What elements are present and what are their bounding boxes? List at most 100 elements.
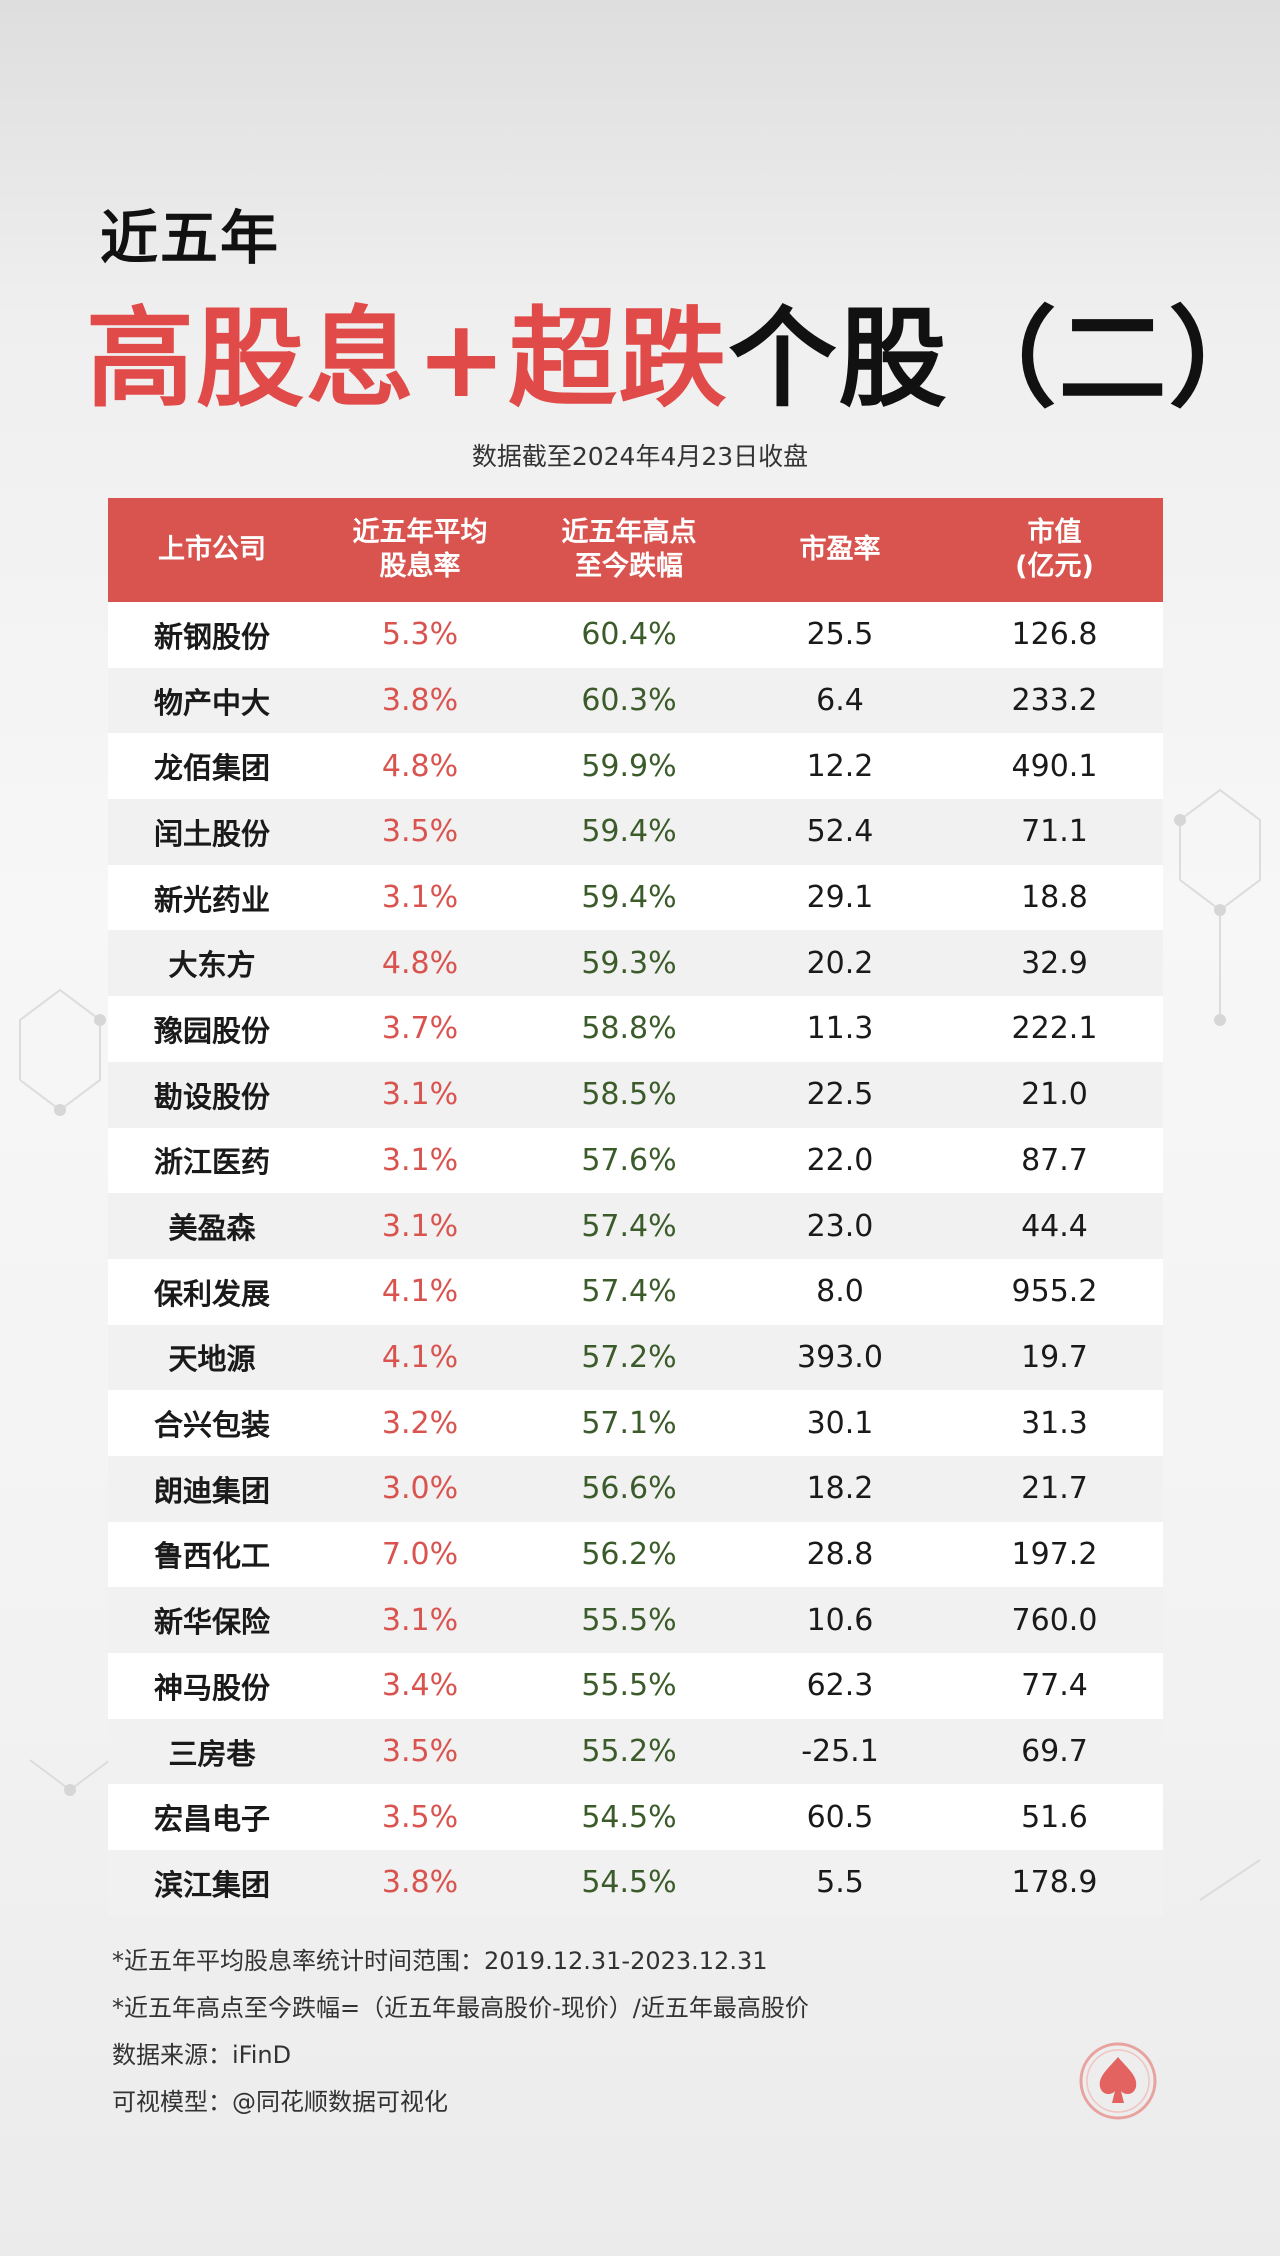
table-body: 新钢股份 5.3% 60.4% 25.5 126.8 物产中大 3.8% 60.3% 6.4 23… [108,602,1163,1916]
company-name-cell: 浙江医药 [108,1127,316,1194]
header-drop-from-high-line: 至今跌幅 [575,551,683,582]
table-row: 新光药业 3.1% 59.4% 29.1 18.8 [108,864,1163,931]
header-pe-ratio-line: 市盈率 [799,534,881,565]
table-row: 龙佰集团 4.8% 59.9% 12.2 490.1 [108,733,1163,800]
header-company-line: 上市公司 [158,534,266,565]
dividend-yield-cell: 3.0% [316,1455,524,1522]
drop-from-high-cell: 57.4% [524,1193,734,1259]
drop-from-high-cell: 55.2% [524,1718,734,1785]
footnote-drop-formula: *近五年高点至今跌幅=（近五年最高股价-现价）/近五年最高股价 [112,1994,809,2022]
table-row: 神马股份 3.4% 55.5% 62.3 77.4 [108,1653,1163,1719]
company-name-cell: 新钢股份 [108,602,316,668]
company-name-cell: 神马股份 [108,1653,316,1719]
pe-ratio-cell: 30.1 [734,1390,946,1456]
dividend-yield-cell: 3.8% [316,1850,524,1916]
footnote-yield-range: *近五年平均股息率统计时间范围：2019.12.31-2023.12.31 [112,1947,768,1975]
table-row: 天地源 4.1% 57.2% 393.0 19.7 [108,1324,1163,1391]
drop-from-high-cell: 57.6% [524,1127,734,1194]
dividend-yield-cell: 3.2% [316,1390,524,1456]
dividend-yield-cell: 4.1% [316,1258,524,1325]
title-red-part: 高股息+超跌 [86,297,729,422]
market-cap-cell: 21.0 [946,1061,1163,1128]
table-row: 新华保险 3.1% 55.5% 10.6 760.0 [108,1587,1163,1653]
drop-from-high-cell: 59.9% [524,733,734,800]
pe-ratio-cell: 28.8 [734,1521,946,1588]
table-row: 朗迪集团 3.0% 56.6% 18.2 21.7 [108,1455,1163,1522]
dividend-yield-cell: 3.5% [316,799,524,865]
header-market-cap-line: 市值 [1027,517,1082,548]
company-name-cell: 朗迪集团 [108,1455,316,1522]
market-cap-cell: 31.3 [946,1390,1163,1456]
pe-ratio-cell: 22.5 [734,1061,946,1128]
pe-ratio-cell: -25.1 [734,1718,946,1785]
company-name-cell: 三房巷 [108,1718,316,1785]
table-row: 滨江集团 3.8% 54.5% 5.5 178.9 [108,1850,1163,1916]
drop-from-high-cell: 54.5% [524,1784,734,1851]
market-cap-cell: 178.9 [946,1850,1163,1916]
spade-logo-icon [1079,2042,1157,2120]
pe-ratio-cell: 8.0 [734,1258,946,1325]
pe-ratio-cell: 393.0 [734,1324,946,1391]
market-cap-cell: 197.2 [946,1521,1163,1588]
drop-from-high-cell: 59.4% [524,864,734,931]
footnote-visual-model: 可视模型：@同花顺数据可视化 [112,2088,448,2116]
dividend-yield-cell: 3.1% [316,1193,524,1259]
company-name-cell: 大东方 [108,930,316,997]
drop-from-high-cell: 58.8% [524,996,734,1062]
dividend-yield-cell: 4.8% [316,930,524,997]
drop-from-high-cell: 57.1% [524,1390,734,1456]
dividend-yield-cell: 3.1% [316,864,524,931]
company-name-cell: 滨江集团 [108,1850,316,1916]
header-drop-from-high-line: 近五年高点 [561,517,697,548]
dividend-yield-cell: 3.1% [316,1127,524,1194]
header-dividend-yield-line: 近五年平均 [352,517,488,548]
drop-from-high-cell: 55.5% [524,1587,734,1653]
company-name-cell: 物产中大 [108,667,316,734]
market-cap-cell: 87.7 [946,1127,1163,1194]
table-row: 鲁西化工 7.0% 56.2% 28.8 197.2 [108,1521,1163,1588]
drop-from-high-cell: 56.6% [524,1455,734,1522]
footnotes: *近五年平均股息率统计时间范围：2019.12.31-2023.12.31 *近… [112,1938,809,2126]
company-name-cell: 新华保险 [108,1587,316,1653]
table-row: 美盈森 3.1% 57.4% 23.0 44.4 [108,1193,1163,1259]
dividend-yield-cell: 3.5% [316,1718,524,1785]
title-black-part: 个股（二） [728,297,1279,422]
pe-ratio-cell: 12.2 [734,733,946,800]
table-row: 合兴包装 3.2% 57.1% 30.1 31.3 [108,1390,1163,1456]
drop-from-high-cell: 57.2% [524,1324,734,1391]
pe-ratio-cell: 18.2 [734,1455,946,1522]
header-pe-ratio: 市盈率 [734,498,946,602]
pe-ratio-cell: 20.2 [734,930,946,997]
pe-ratio-cell: 52.4 [734,799,946,865]
market-cap-cell: 18.8 [946,864,1163,931]
market-cap-cell: 32.9 [946,930,1163,997]
market-cap-cell: 233.2 [946,667,1163,734]
page-title: 高股息+超跌个股（二） [86,300,1279,420]
market-cap-cell: 77.4 [946,1653,1163,1719]
company-name-cell: 新光药业 [108,864,316,931]
table-row: 豫园股份 3.7% 58.8% 11.3 222.1 [108,996,1163,1062]
header-market-cap-line: (亿元) [1015,551,1094,582]
company-name-cell: 闰土股份 [108,799,316,865]
drop-from-high-cell: 57.4% [524,1258,734,1325]
market-cap-cell: 760.0 [946,1587,1163,1653]
pe-ratio-cell: 23.0 [734,1193,946,1259]
dividend-yield-cell: 3.7% [316,996,524,1062]
market-cap-cell: 955.2 [946,1258,1163,1325]
table-row: 宏昌电子 3.5% 54.5% 60.5 51.6 [108,1784,1163,1851]
header-market-cap: 市值 (亿元) [946,498,1163,602]
dividend-yield-cell: 3.1% [316,1061,524,1128]
company-name-cell: 天地源 [108,1324,316,1391]
pe-ratio-cell: 25.5 [734,602,946,668]
table-row: 浙江医药 3.1% 57.6% 22.0 87.7 [108,1127,1163,1194]
drop-from-high-cell: 56.2% [524,1521,734,1588]
market-cap-cell: 490.1 [946,733,1163,800]
pe-ratio-cell: 10.6 [734,1587,946,1653]
dividend-yield-cell: 3.1% [316,1587,524,1653]
market-cap-cell: 69.7 [946,1718,1163,1785]
drop-from-high-cell: 60.4% [524,602,734,668]
dividend-yield-cell: 4.8% [316,733,524,800]
pe-ratio-cell: 6.4 [734,667,946,734]
header-drop-from-high: 近五年高点 至今跌幅 [524,498,734,602]
